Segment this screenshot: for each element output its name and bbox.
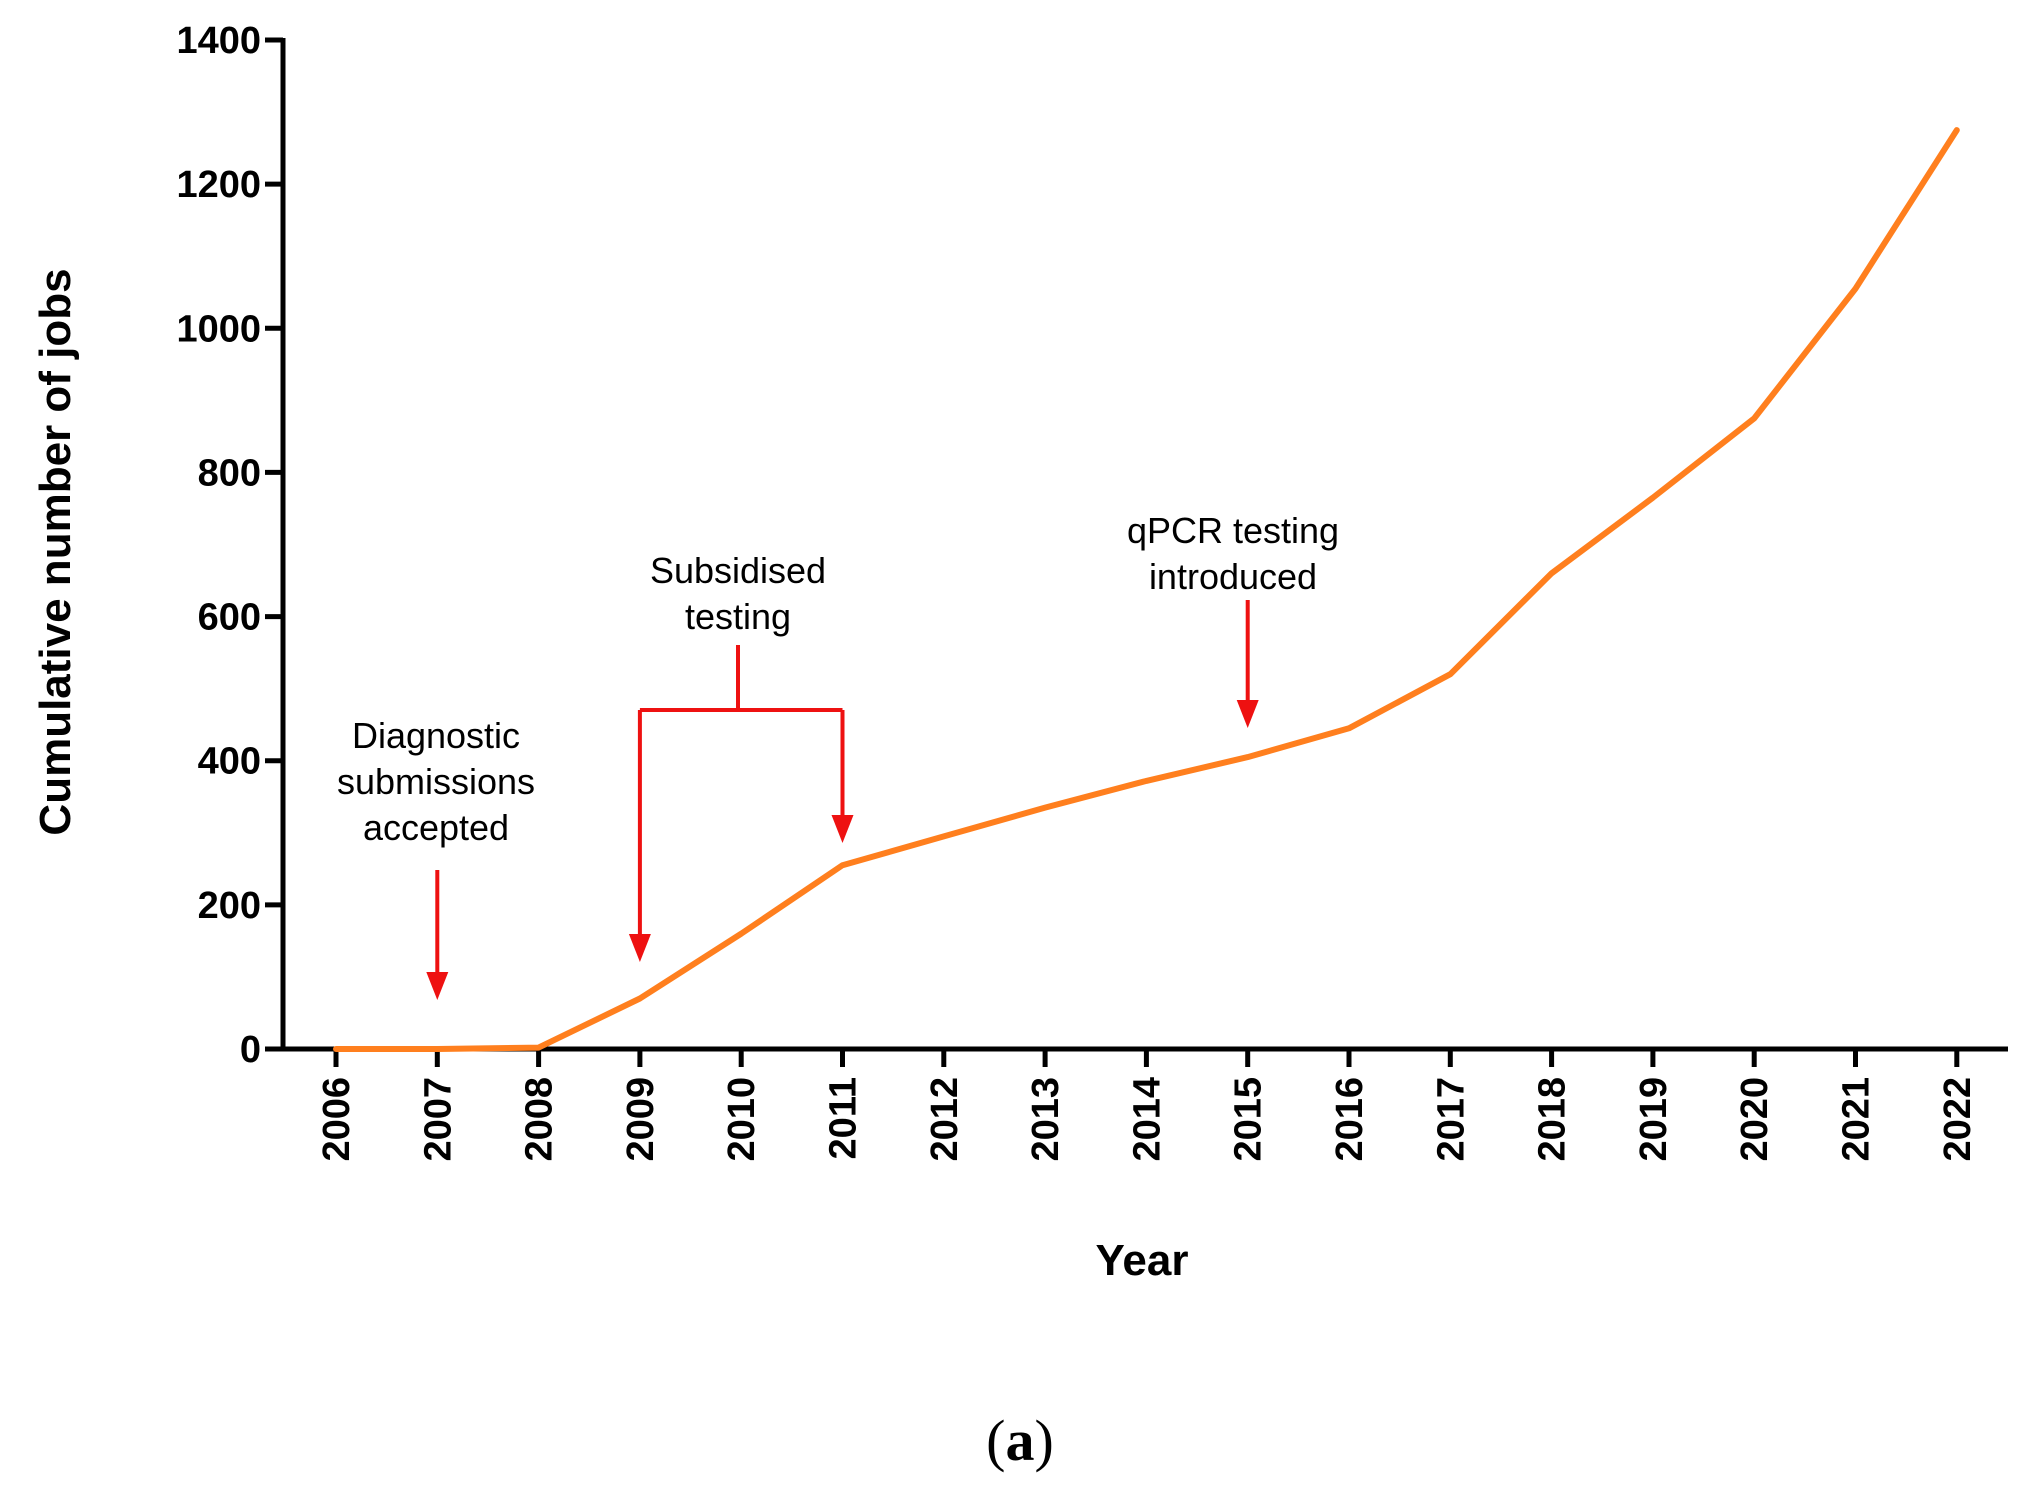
annotation-arrowhead xyxy=(628,934,651,962)
x-tick-label: 2020 xyxy=(1734,1077,1776,1162)
annotation-text: Diagnostic xyxy=(352,715,520,756)
annotation-diagnostic: Diagnostic submissions accepted xyxy=(337,715,535,1000)
y-tick-label: 1400 xyxy=(176,20,261,62)
annotation-arrowhead xyxy=(426,972,449,1000)
y-tick-label: 800 xyxy=(198,452,261,494)
x-tick-label: 2013 xyxy=(1025,1077,1067,1162)
y-tick-label: 200 xyxy=(198,885,261,927)
panel-label: (a) xyxy=(986,1408,1054,1473)
x-axis: 2006 2007 2008 2009 2010 2011 2012 2013 2014 2015… xyxy=(281,1046,2008,1162)
x-tick-label: 2010 xyxy=(721,1077,763,1162)
annotation-qpcr: qPCR testing introduced xyxy=(1127,510,1339,728)
series-group xyxy=(333,127,1960,1052)
y-tick-label: 1000 xyxy=(176,308,261,350)
y-tick-label: 0 xyxy=(240,1029,261,1071)
x-tick-label: 2014 xyxy=(1126,1077,1168,1162)
x-ticks: 2006 2007 2008 2009 2010 2011 2012 2013 2014 2015… xyxy=(316,1049,1979,1162)
x-tick-label: 2008 xyxy=(519,1077,561,1162)
x-tick-label: 2021 xyxy=(1836,1077,1878,1162)
x-tick-label: 2009 xyxy=(620,1077,662,1162)
annotation-text: testing xyxy=(685,596,791,637)
x-tick-label: 2018 xyxy=(1532,1077,1574,1162)
annotation-text: accepted xyxy=(363,807,509,848)
x-tick-label: 2011 xyxy=(823,1077,865,1159)
x-tick-label: 2019 xyxy=(1633,1077,1675,1162)
annotation-arrowhead xyxy=(1236,700,1259,728)
y-ticks: 0 200 400 600 800 1000 1200 1400 xyxy=(176,20,283,1071)
panel-label-close: ) xyxy=(1035,1408,1054,1473)
y-tick-label: 1200 xyxy=(176,164,261,206)
x-tick-label: 2022 xyxy=(1937,1077,1979,1162)
series-line xyxy=(333,127,1960,1052)
panel-label-open: ( xyxy=(986,1408,1005,1473)
x-axis-title: Year xyxy=(1096,1236,1189,1285)
panel-label-letter: a xyxy=(1006,1408,1035,1473)
x-tick-label: 2012 xyxy=(924,1077,966,1162)
annotation-text: submissions xyxy=(337,761,535,802)
x-tick-label: 2006 xyxy=(316,1077,358,1162)
annotations: Diagnostic submissions accepted Subsidised t… xyxy=(337,510,1339,1000)
x-tick-label: 2007 xyxy=(417,1077,459,1162)
x-tick-label: 2015 xyxy=(1228,1077,1270,1162)
annotation-subsidised: Subsidised testing xyxy=(628,550,854,962)
x-tick-label: 2016 xyxy=(1329,1077,1371,1162)
annotation-text: Subsidised xyxy=(650,550,826,591)
y-axis-title: Cumulative number of jobs xyxy=(31,268,80,835)
x-tick-label: 2017 xyxy=(1430,1077,1472,1162)
y-tick-label: 600 xyxy=(198,597,261,639)
annotation-arrowhead xyxy=(831,815,854,843)
y-axis: 0 200 400 600 800 1000 1200 1400 xyxy=(176,20,286,1071)
annotation-text: introduced xyxy=(1149,556,1317,597)
y-tick-label: 400 xyxy=(198,741,261,783)
annotation-text: qPCR testing xyxy=(1127,510,1339,551)
